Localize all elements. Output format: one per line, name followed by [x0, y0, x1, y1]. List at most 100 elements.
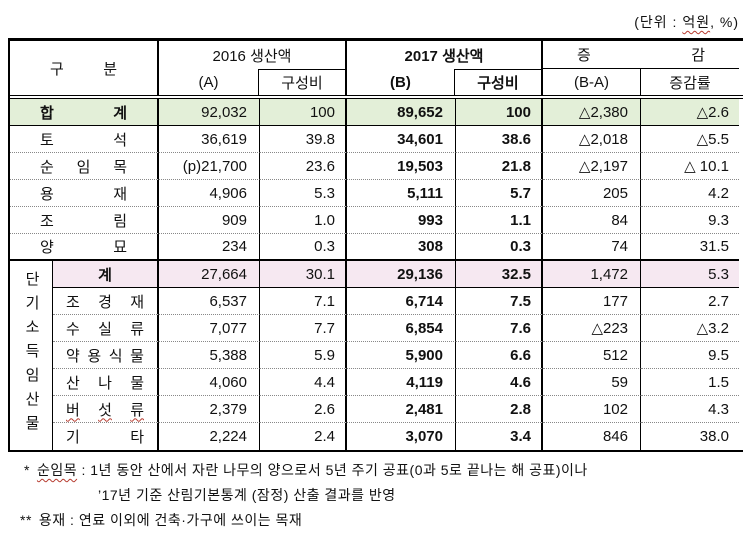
cell-2017-share: 0.3 [456, 234, 543, 261]
cell-diff: 177 [543, 288, 641, 315]
footnote-term: 순임목 [36, 462, 78, 478]
cell-diff: △223 [543, 315, 641, 342]
header-sub-b: (B) [347, 69, 455, 95]
cell-rate: 1.5 [641, 369, 739, 396]
group-label-spacer [10, 342, 53, 369]
cell-2017-amount: 4,119 [347, 369, 456, 396]
cell-rate: △2.6 [641, 99, 739, 126]
cell-diff: 846 [543, 423, 641, 450]
cell-rate: 9.3 [641, 207, 739, 234]
footnote-net-forest-growth-cont: ’17년 기준 산림기본통계 (잠정) 산출 결과를 반영 [98, 487, 396, 503]
row-subtotal: 계 27,664 30.1 29,136 32.5 1,472 5.3 [10, 261, 743, 288]
cell-2016-amount: 27,664 [159, 261, 260, 288]
cell-2016-amount: (p)21,700 [159, 153, 260, 180]
cell-2016-share: 30.1 [260, 261, 347, 288]
cell-2017-amount: 2,481 [347, 396, 456, 423]
footnote-timber: ** 용재 : 연료 이외에 건축·가구에 쓰이는 목재 [20, 510, 735, 530]
cell-rate: 4.2 [641, 180, 739, 207]
cell-2017-amount: 308 [347, 234, 456, 261]
cell-2016-amount: 2,224 [159, 423, 260, 450]
header-group-2017: 2017 생산액 (B) 구성비 [347, 41, 543, 95]
cell-2017-share: 6.6 [456, 342, 543, 369]
cell-2017-share: 100 [456, 99, 543, 126]
cell-2016-share: 0.3 [260, 234, 347, 261]
cell-2016-share: 100 [260, 99, 347, 126]
footnote-text: 용재 : 연료 이외에 건축·가구에 쓰이는 목재 [38, 512, 303, 528]
header-group-2016: 2016 생산액 (A) 구성비 [159, 41, 347, 95]
double-asterisk-icon: ** [20, 512, 32, 528]
cell-diff: 512 [543, 342, 641, 369]
cell-diff: △2,197 [543, 153, 641, 180]
cell-rate: 31.5 [641, 234, 739, 261]
cell-rate: 9.5 [641, 342, 739, 369]
cell-2017-amount: 993 [347, 207, 456, 234]
group-label-spacer [10, 288, 53, 315]
cell-diff: 102 [543, 396, 641, 423]
cell-rate: 2.7 [641, 288, 739, 315]
unit-note: (단위 : 억원, %) [634, 12, 739, 32]
group-label-short-term-forest-products: 단기소득임산물 [23, 271, 40, 439]
cell-2017-amount: 34,601 [347, 126, 456, 153]
cell-2016-share: 4.4 [260, 369, 347, 396]
cell-2016-share: 7.7 [260, 315, 347, 342]
cell-rate: △3.2 [641, 315, 739, 342]
unit-note-prefix: (단위 : [634, 14, 683, 30]
cell-2016-share: 2.4 [260, 423, 347, 450]
cell-rate: 4.3 [641, 396, 739, 423]
cell-2017-share: 7.5 [456, 288, 543, 315]
cell-2017-share: 2.8 [456, 396, 543, 423]
header-2016-title: 2016 생산액 [212, 47, 292, 65]
unit-note-term: 억원 [682, 14, 711, 30]
cell-2017-share: 38.6 [456, 126, 543, 153]
cell-2017-share: 4.6 [456, 369, 543, 396]
unit-note-suffix: , %) [710, 14, 739, 30]
cell-2016-amount: 6,537 [159, 288, 260, 315]
cell-2016-share: 1.0 [260, 207, 347, 234]
cell-2017-share: 3.4 [456, 423, 543, 450]
cell-rate: △ 10.1 [641, 153, 739, 180]
row-label: 계 [53, 261, 159, 288]
group-label-spacer [10, 369, 53, 396]
cell-diff: △2,380 [543, 99, 641, 126]
cell-2017-amount: 5,111 [347, 180, 456, 207]
cell-diff: 205 [543, 180, 641, 207]
group-label-spacer [10, 315, 53, 342]
cell-2016-amount: 234 [159, 234, 260, 261]
cell-2017-amount: 5,900 [347, 342, 456, 369]
cell-2017-amount: 29,136 [347, 261, 456, 288]
cell-2016-amount: 909 [159, 207, 260, 234]
cell-2016-share: 7.1 [260, 288, 347, 315]
header-sub-a: (A) [159, 69, 259, 95]
cell-2016-share: 39.8 [260, 126, 347, 153]
cell-rate: 5.3 [641, 261, 739, 288]
cell-2016-share: 2.6 [260, 396, 347, 423]
cell-2016-amount: 36,619 [159, 126, 260, 153]
group-label-spacer [10, 396, 53, 423]
cell-2017-share: 5.7 [456, 180, 543, 207]
cell-2017-share: 32.5 [456, 261, 543, 288]
cell-rate: △5.5 [641, 126, 739, 153]
cell-2017-amount: 6,854 [347, 315, 456, 342]
cell-2017-share: 1.1 [456, 207, 543, 234]
